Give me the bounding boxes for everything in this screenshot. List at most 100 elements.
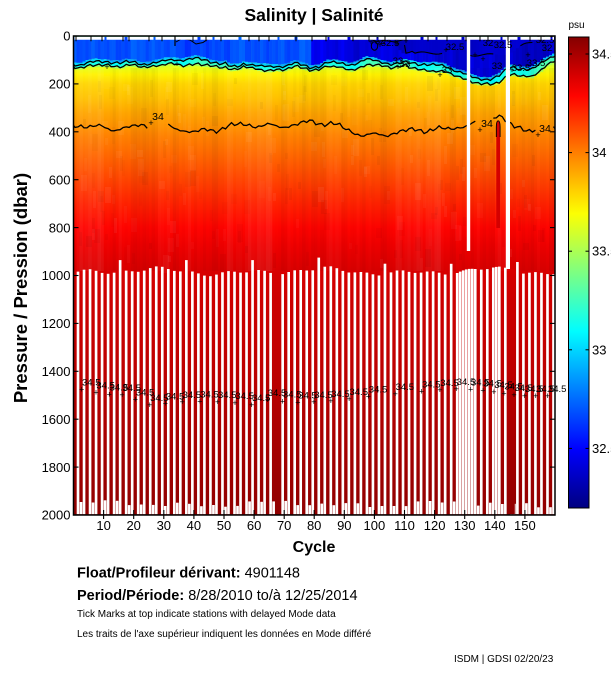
svg-text:+: +: [480, 54, 485, 64]
svg-text:20: 20: [126, 518, 140, 533]
svg-text:+: +: [443, 45, 448, 55]
svg-text:32.5: 32.5: [592, 441, 611, 456]
svg-text:+: +: [393, 389, 398, 399]
svg-text:34.5: 34.5: [422, 380, 441, 391]
svg-text:32: 32: [375, 36, 386, 47]
svg-text:+: +: [535, 130, 540, 140]
svg-text:32: 32: [483, 38, 494, 49]
svg-text:+: +: [295, 397, 300, 407]
svg-text:ISDM | GDSI 02/20/23: ISDM | GDSI 02/20/23: [454, 654, 554, 665]
svg-text:+: +: [377, 40, 382, 50]
svg-text:+: +: [163, 398, 168, 408]
svg-text:34.5: 34.5: [536, 384, 555, 395]
svg-text:32: 32: [542, 43, 553, 54]
svg-text:10: 10: [96, 518, 110, 533]
svg-text:34.5: 34.5: [457, 377, 476, 388]
svg-text:+: +: [280, 396, 285, 406]
svg-text:+: +: [533, 391, 538, 401]
svg-text:+: +: [79, 384, 84, 394]
svg-text:2000: 2000: [42, 508, 71, 523]
svg-text:34.5: 34.5: [525, 384, 544, 395]
svg-text:Float/Profileur dérivant: 490: Float/Profileur dérivant: 4901148: [77, 566, 300, 582]
svg-text:+: +: [328, 396, 333, 406]
svg-text:90: 90: [337, 518, 351, 533]
svg-text:+: +: [249, 400, 254, 410]
svg-text:34: 34: [592, 145, 606, 160]
svg-text:1800: 1800: [42, 460, 71, 475]
svg-text:32.5: 32.5: [381, 38, 400, 49]
svg-text:Les traits de l'axe supérieur: Les traits de l'axe supérieur indiquent …: [77, 629, 372, 640]
svg-text:130: 130: [454, 518, 476, 533]
svg-text:+: +: [147, 400, 152, 410]
svg-text:+: +: [480, 385, 485, 395]
svg-text:34.5: 34.5: [331, 389, 350, 400]
svg-text:+: +: [501, 388, 506, 398]
svg-text:34.5: 34.5: [218, 390, 237, 401]
svg-text:+: +: [395, 62, 400, 72]
svg-text:120: 120: [424, 518, 446, 533]
svg-text:34: 34: [152, 111, 164, 123]
svg-text:1400: 1400: [42, 364, 71, 379]
svg-text:34.5: 34.5: [548, 384, 567, 395]
svg-text:+: +: [174, 59, 179, 69]
svg-text:34.5: 34.5: [592, 47, 611, 62]
svg-text:+: +: [509, 65, 514, 75]
svg-text:1600: 1600: [42, 412, 71, 427]
svg-text:33.5: 33.5: [512, 63, 531, 74]
svg-text:32.5: 32.5: [536, 35, 555, 46]
svg-text:34.5: 34.5: [122, 383, 141, 394]
svg-text:100: 100: [364, 518, 386, 533]
svg-text:800: 800: [49, 220, 71, 235]
svg-text:Salinity | Salinité: Salinity | Salinité: [244, 5, 383, 25]
svg-text:34.5: 34.5: [396, 382, 415, 393]
svg-text:200: 200: [49, 77, 71, 92]
svg-text:Cycle: Cycle: [293, 539, 336, 556]
svg-text:34.5: 34.5: [298, 390, 317, 401]
svg-text:33.5: 33.5: [592, 244, 611, 259]
svg-text:Period/Période: 8/28/2010 to: Period/Période: 8/28/2010 to/à 12/25/201…: [77, 588, 358, 604]
svg-text:+: +: [265, 395, 270, 405]
svg-text:150: 150: [514, 518, 536, 533]
svg-text:110: 110: [394, 518, 415, 533]
svg-text:+: +: [148, 118, 153, 128]
svg-text:70: 70: [277, 518, 291, 533]
svg-text:Pressure / Pression (dbar): Pressure / Pression (dbar): [10, 173, 31, 403]
svg-text:34.5: 34.5: [283, 389, 302, 400]
svg-text:140: 140: [484, 518, 506, 533]
svg-text:+: +: [93, 387, 98, 397]
svg-text:34.5: 34.5: [150, 393, 169, 404]
svg-text:psu: psu: [569, 20, 585, 31]
svg-text:34.5: 34.5: [252, 393, 271, 404]
svg-text:33: 33: [400, 59, 411, 70]
svg-text:34.5: 34.5: [471, 377, 490, 388]
svg-text:+: +: [522, 391, 527, 401]
svg-text:33: 33: [492, 61, 503, 72]
svg-text:+: +: [437, 385, 442, 395]
svg-text:33.5: 33.5: [527, 58, 546, 69]
svg-text:34.5: 34.5: [136, 387, 155, 398]
svg-text:34.5: 34.5: [349, 387, 368, 398]
svg-text:+: +: [366, 391, 371, 401]
svg-text:34.5: 34.5: [494, 380, 512, 391]
svg-text:32.5: 32.5: [494, 40, 513, 51]
svg-text:33: 33: [442, 65, 453, 76]
svg-text:34.5: 34.5: [96, 380, 115, 391]
svg-text:30: 30: [157, 518, 171, 533]
svg-text:+: +: [104, 62, 109, 72]
svg-text:+: +: [419, 387, 424, 397]
svg-text:0: 0: [63, 29, 70, 44]
svg-text:+: +: [197, 396, 202, 406]
svg-text:34.5: 34.5: [369, 384, 388, 395]
svg-text:34.5: 34.5: [183, 390, 202, 401]
svg-text:34: 34: [481, 118, 493, 130]
svg-text:Tick Marks at top indicate sta: Tick Marks at top indicate stations with…: [77, 609, 336, 620]
svg-text:34: 34: [539, 123, 551, 135]
svg-text:34.5: 34.5: [268, 388, 287, 399]
svg-text:+: +: [491, 387, 496, 397]
svg-text:+: +: [472, 50, 477, 60]
svg-text:+: +: [437, 70, 442, 80]
svg-text:32.5: 32.5: [446, 42, 465, 53]
svg-text:400: 400: [49, 125, 71, 140]
svg-text:+: +: [311, 397, 316, 407]
svg-text:+: +: [477, 125, 482, 135]
